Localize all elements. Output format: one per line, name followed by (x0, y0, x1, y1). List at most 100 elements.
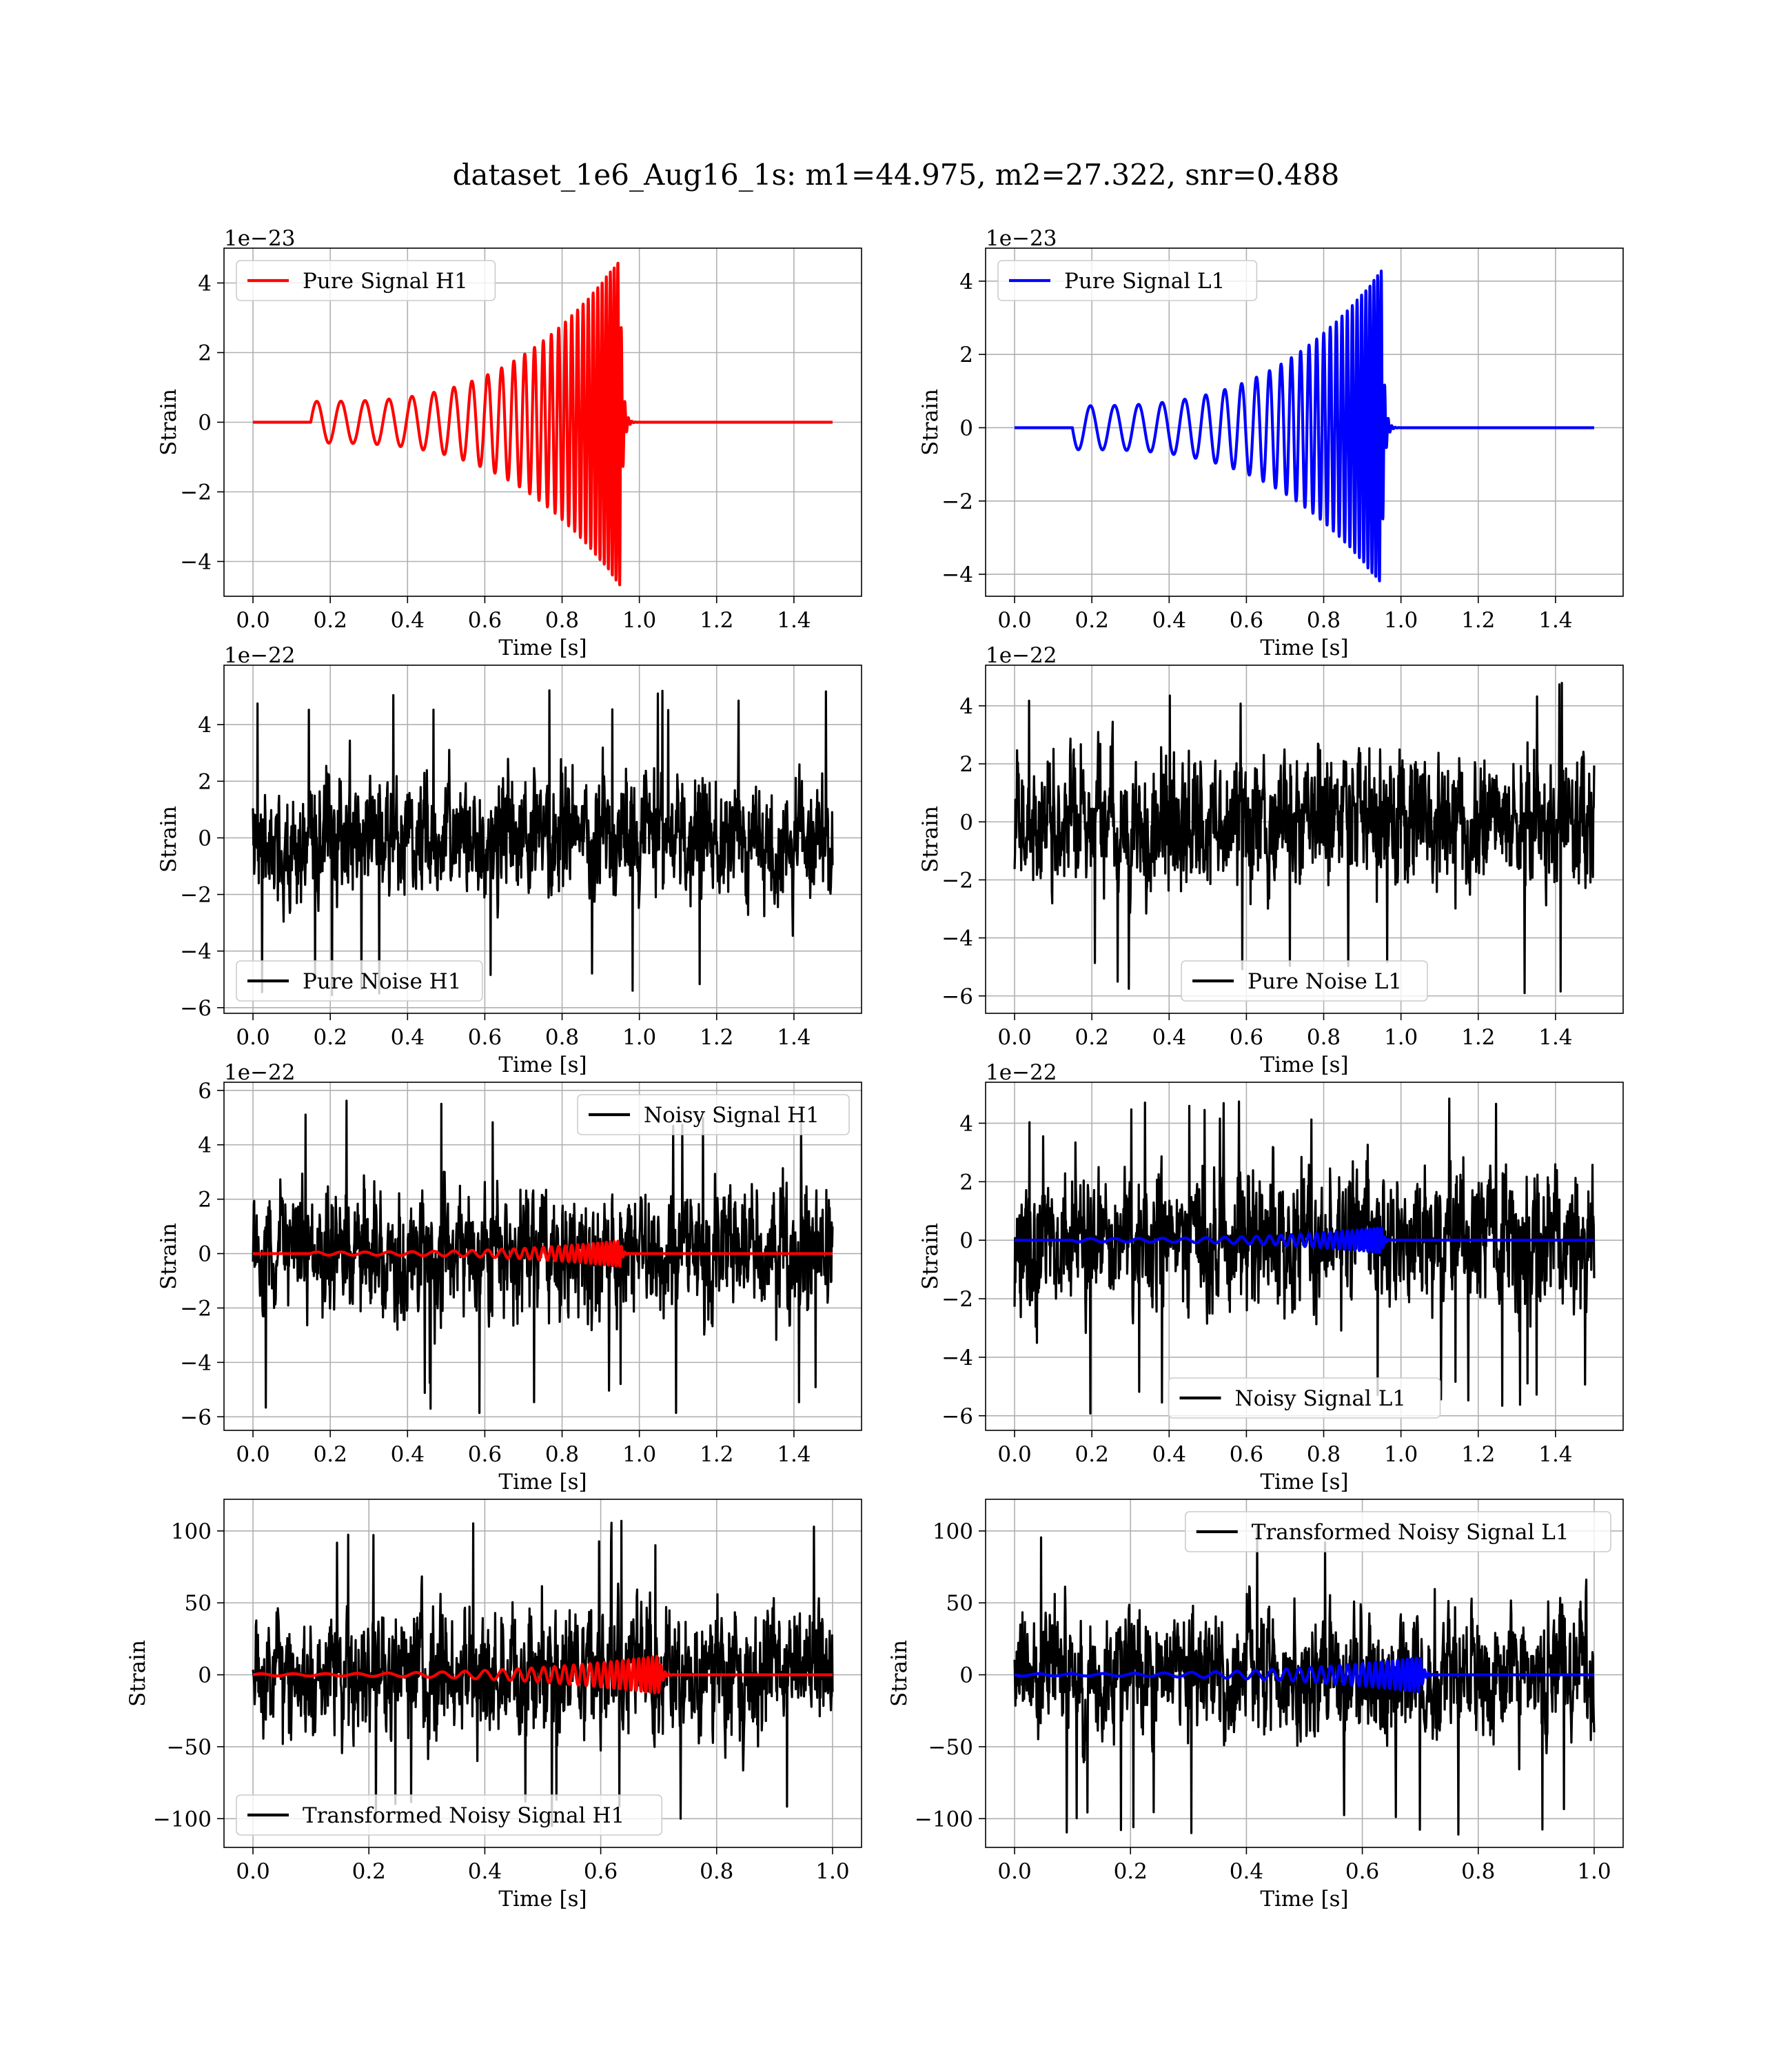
x-axis-label: Time [s] (1260, 1470, 1348, 1494)
x-tick-label: 0.8 (1307, 1442, 1341, 1467)
y-tick-label: 4 (198, 1133, 212, 1158)
y-axis-label: Strain (156, 806, 181, 873)
legend: Transformed Noisy Signal H1 (236, 1794, 663, 1836)
y-tick-label: 4 (959, 694, 973, 719)
y-tick-label: 2 (959, 343, 973, 367)
x-tick-label: 0.2 (1075, 1025, 1109, 1050)
figure-title: dataset_1e6_Aug16_1s: m1=44.975, m2=27.3… (453, 158, 1340, 192)
x-tick-label: 1.4 (1538, 608, 1572, 633)
x-tick-label: 0.2 (352, 1859, 386, 1884)
x-tick-label: 0.6 (1230, 608, 1263, 633)
y-tick-label: 2 (959, 1170, 973, 1195)
y-axis-label: Strain (125, 1640, 150, 1707)
y-tick-label: 0 (198, 1242, 212, 1267)
legend-entry: Transformed Noisy Signal H1 (303, 1803, 624, 1828)
x-tick-label: 1.2 (1461, 608, 1495, 633)
x-tick-label: 0.0 (997, 1025, 1031, 1050)
y-tick-label: −2 (941, 1287, 973, 1312)
axes-frame (223, 1499, 862, 1848)
y-offset-label: 1e−22 (986, 643, 1057, 668)
y-axis-label: Strain (887, 1640, 912, 1707)
legend: Pure Signal L1 (997, 260, 1258, 301)
y-tick-label: 0 (959, 810, 973, 835)
x-tick-label: 0.8 (1307, 1025, 1341, 1050)
y-tick-label: −2 (941, 868, 973, 893)
y-tick-label: −6 (180, 996, 212, 1021)
legend-box (577, 1094, 850, 1135)
x-tick-label: 0.6 (468, 1442, 502, 1467)
y-tick-label: 2 (198, 341, 212, 366)
y-tick-label: 0 (959, 1228, 973, 1253)
x-tick-label: 1.4 (777, 1025, 811, 1050)
y-axis-label: Strain (918, 806, 943, 873)
x-tick-label: 1.0 (622, 1442, 656, 1467)
x-tick-label: 0.4 (391, 608, 425, 633)
y-tick-label: −50 (167, 1735, 212, 1760)
legend: Transformed Noisy Signal L1 (1185, 1511, 1611, 1552)
x-tick-label: 1.0 (1384, 1442, 1418, 1467)
legend: Noisy Signal L1 (1168, 1377, 1441, 1419)
legend-entry: Pure Signal L1 (1064, 269, 1225, 294)
x-tick-label: 0.2 (314, 1442, 347, 1467)
x-tick-label: 0.0 (997, 608, 1031, 633)
series-line-1 (252, 261, 834, 587)
x-tick-label: 0.4 (1230, 1859, 1263, 1884)
series-line-1 (252, 1519, 834, 1827)
y-tick-label: 4 (198, 713, 212, 738)
y-tick-label: −2 (180, 883, 212, 908)
x-tick-label: 0.8 (700, 1859, 733, 1884)
x-tick-label: 1.4 (777, 1442, 811, 1467)
x-tick-label: 1.0 (622, 608, 656, 633)
x-axis-label: Time [s] (498, 1470, 587, 1494)
y-offset-label: 1e−22 (224, 1060, 296, 1085)
x-tick-label: 0.8 (545, 1025, 579, 1050)
x-tick-label: 0.0 (236, 1859, 269, 1884)
series-line-2 (252, 1239, 834, 1268)
x-tick-label: 0.8 (1307, 608, 1341, 633)
y-tick-label: 100 (171, 1519, 212, 1544)
legend-box (1168, 1377, 1441, 1419)
subplot-6: 0.0 0.2 0.4 0.6 0.8 1.0 1.2 1.4 −6 −4 −2 0 2 4 Time [s… (918, 1060, 1624, 1494)
y-tick-label: 50 (946, 1591, 973, 1616)
legend: Pure Noise L1 (1181, 960, 1428, 1002)
legend-entry: Pure Noise L1 (1248, 969, 1402, 994)
y-tick-label: −4 (941, 562, 973, 587)
y-tick-label: 0 (198, 411, 212, 436)
x-axis-label: Time [s] (1260, 1053, 1348, 1077)
subplot-1: 0.0 0.2 0.4 0.6 0.8 1.0 1.2 1.4 −4 −2 0 2 4 Time [s] S… (156, 226, 862, 660)
y-tick-label: −4 (941, 1346, 973, 1370)
y-axis-label: Strain (918, 1223, 943, 1290)
x-tick-label: 0.4 (1152, 608, 1186, 633)
x-axis-label: Time [s] (498, 636, 587, 660)
x-tick-label: 1.2 (1461, 1442, 1495, 1467)
x-tick-label: 0.2 (314, 608, 347, 633)
series-line-1 (252, 1099, 834, 1415)
y-tick-label: 4 (959, 270, 973, 294)
y-tick-label: 0 (198, 1663, 212, 1688)
y-offset-label: 1e−22 (224, 643, 296, 668)
legend-box (236, 960, 483, 1002)
x-tick-label: 0.0 (997, 1442, 1031, 1467)
y-tick-label: 0 (198, 826, 212, 851)
legend-entry: Transformed Noisy Signal L1 (1252, 1520, 1569, 1545)
y-tick-label: 2 (198, 769, 212, 794)
y-tick-label: −2 (941, 489, 973, 514)
x-tick-label: 0.0 (236, 608, 269, 633)
x-axis-label: Time [s] (498, 1887, 587, 1912)
y-tick-label: 2 (959, 752, 973, 777)
legend-entry: Noisy Signal L1 (1235, 1386, 1407, 1411)
y-offset-label: 1e−23 (986, 226, 1057, 251)
x-tick-label: 0.6 (468, 1025, 502, 1050)
subplot-8: 0.0 0.2 0.4 0.6 0.8 1.0 −100 −50 0 50 100 Time [s] S… (887, 1499, 1624, 1912)
legend: Pure Signal H1 (236, 260, 496, 301)
x-tick-label: 0.2 (1075, 1442, 1109, 1467)
y-axis-label: Strain (156, 389, 181, 456)
x-axis-label: Time [s] (1260, 1887, 1348, 1912)
x-tick-label: 1.0 (1384, 608, 1418, 633)
x-tick-label: 1.0 (1384, 1025, 1418, 1050)
x-tick-label: 0.2 (1075, 608, 1109, 633)
y-tick-label: 4 (959, 1111, 973, 1136)
x-tick-label: 1.0 (815, 1859, 849, 1884)
subplot-grid: 0.0 0.2 0.4 0.6 0.8 1.0 1.2 1.4 −4 −2 0 2 4 Time [s] S… (125, 226, 1624, 1912)
y-tick-label: −6 (941, 1404, 973, 1429)
